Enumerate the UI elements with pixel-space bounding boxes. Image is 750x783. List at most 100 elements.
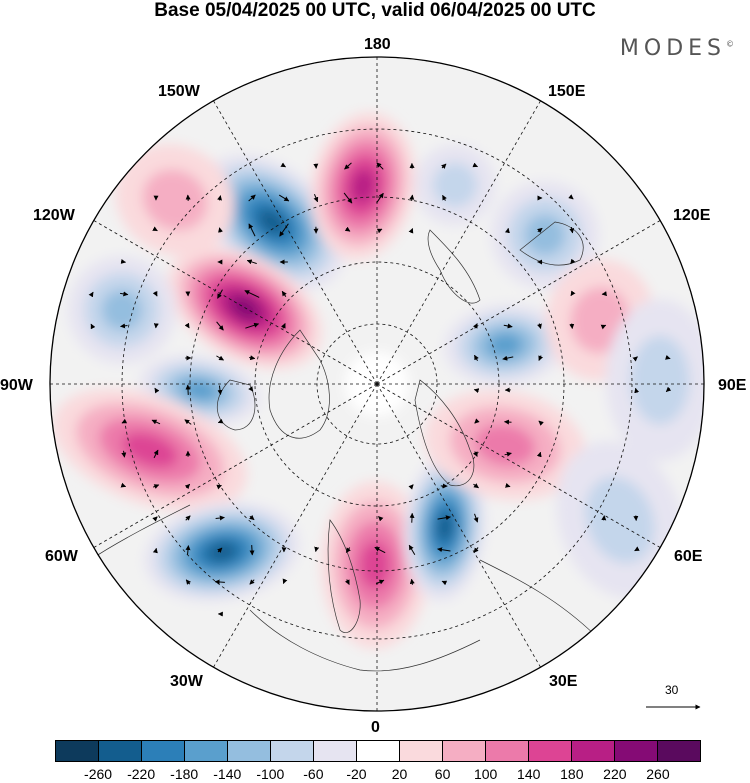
wind-vector-arrow: [217, 289, 223, 299]
wind-vector-arrow: [120, 323, 128, 329]
wind-vector-arrow: [185, 579, 191, 585]
wind-vector-arrow: [537, 323, 542, 329]
wind-vector-arrow: [474, 354, 479, 362]
colorbar-tick-label: -140: [213, 766, 242, 782]
map-border: [49, 56, 705, 712]
colorbar-tick-label: 20: [391, 766, 408, 782]
colorbar-swatch: [314, 741, 357, 761]
wind-vector-arrow: [344, 162, 352, 170]
colorbar-tick-label: -220: [127, 766, 156, 782]
colorbar-swatch: [572, 741, 615, 761]
lon-label-30e: 30E: [549, 673, 578, 690]
colorbar-tick-label: -20: [346, 766, 367, 782]
graticule: [50, 57, 704, 711]
wind-vector-arrow: [248, 386, 254, 392]
wind-vector-arrow: [152, 516, 158, 522]
wind-vector-arrow: [184, 419, 192, 425]
colorbar-swatch: [615, 741, 658, 761]
wind-vector-arrow: [569, 323, 575, 329]
wind-vector-arrow: [472, 451, 478, 457]
wind-vector-arrow: [184, 322, 190, 329]
colorbar-swatch: [658, 741, 700, 761]
wind-vector-arrow: [570, 290, 576, 297]
colorbar-swatch: [443, 741, 486, 761]
coastlines: [89, 221, 601, 672]
brand-logo: MODES©: [619, 36, 734, 61]
wind-vector-arrow: [185, 545, 191, 555]
wind-vector-arrow: [120, 258, 127, 264]
colorbar-swatch: [486, 741, 529, 761]
wind-vector-arrow: [278, 194, 290, 202]
wind-vector-arrow: [249, 545, 255, 556]
wind-vector-arrow: [570, 258, 576, 265]
wind-vector-arrow: [536, 451, 542, 458]
wind-vector-arrow: [185, 384, 191, 395]
wind-vector-arrow: [153, 484, 160, 489]
colorbar-swatch: [271, 741, 314, 761]
wind-vector-arrow: [473, 483, 479, 489]
lon-label-90w: 90W: [0, 377, 33, 394]
wind-vector-arrow: [504, 451, 512, 457]
wind-vector-arrow: [185, 515, 191, 521]
wind-vector-arrow: [437, 515, 451, 521]
wind-vector-arrow: [504, 419, 512, 425]
wind-vector-arrow: [568, 194, 574, 200]
wind-vector-arrow: [152, 290, 158, 297]
wind-vector-arrow: [472, 323, 478, 329]
wind-vector-arrow: [441, 580, 448, 586]
colorbar-tick-label: 140: [517, 766, 541, 782]
wind-vector-arrow: [245, 322, 260, 329]
lon-label-60w: 60W: [45, 548, 78, 565]
lon-label-120e: 120E: [673, 207, 711, 224]
lon-label-60e: 60E: [674, 548, 703, 565]
wind-vector-arrow: [408, 484, 414, 490]
reference-vector-label: 30: [665, 683, 679, 697]
colorbar-tick-label: -180: [170, 766, 199, 782]
wind-vector-arrow: [121, 450, 127, 458]
wind-vector-arrow: [409, 578, 415, 585]
wind-vector-arrow: [538, 355, 544, 361]
wind-vector-arrow: [345, 547, 351, 553]
colorbar-swatch: [142, 741, 185, 761]
wind-vector-arrow: [601, 291, 607, 297]
wind-vector-arrow: [375, 579, 385, 585]
wind-vector-arrow: [345, 579, 350, 585]
wind-vector-arrow: [216, 321, 224, 331]
wind-vector-arrow: [217, 547, 223, 553]
wind-vector-arrow: [634, 387, 640, 394]
wind-vector-arrow: [503, 323, 513, 329]
lon-label-30w: 30W: [170, 673, 203, 690]
wind-vector-arrow: [248, 223, 256, 237]
wind-vector-arrow: [569, 226, 575, 234]
colorbar-tick-label: 180: [560, 766, 584, 782]
wind-vector-arrow: [474, 418, 480, 424]
colorbar-tick-label: 60: [434, 766, 451, 782]
wind-vector-arrow: [154, 387, 160, 394]
wind-vector-arrow: [281, 290, 287, 297]
wind-vector-arrow: [90, 323, 96, 330]
wind-vector-arrow: [343, 192, 353, 204]
colorbar-tick-label: -60: [303, 766, 324, 782]
wind-vector-arrow: [634, 546, 640, 552]
wind-vector-arrow: [472, 162, 478, 168]
lon-label-0: 0: [371, 719, 380, 736]
wind-vector-arrow: [408, 544, 416, 556]
wind-vector-arrow: [152, 547, 158, 554]
colorbar-swatch: [529, 741, 572, 761]
wind-vector-arrow: [376, 192, 384, 204]
lon-label-150e: 150E: [548, 83, 586, 100]
lon-label-150w: 150W: [158, 83, 200, 100]
wind-vector-arrow: [249, 514, 255, 521]
wind-vector-arrow: [600, 324, 607, 330]
wind-vector-arrow: [184, 483, 191, 490]
wind-vector-arrow: [502, 355, 514, 361]
wind-vector-arrow: [408, 228, 414, 234]
wind-vector-arrow: [280, 323, 286, 329]
wind-vector-arrow: [473, 513, 479, 523]
wind-vector-arrow: [378, 516, 384, 522]
wind-vector-arrow: [152, 226, 158, 232]
wind-vector-arrow: [216, 355, 225, 361]
wind-vector-arrow: [601, 515, 607, 521]
wind-vector-arrow: [214, 579, 225, 585]
